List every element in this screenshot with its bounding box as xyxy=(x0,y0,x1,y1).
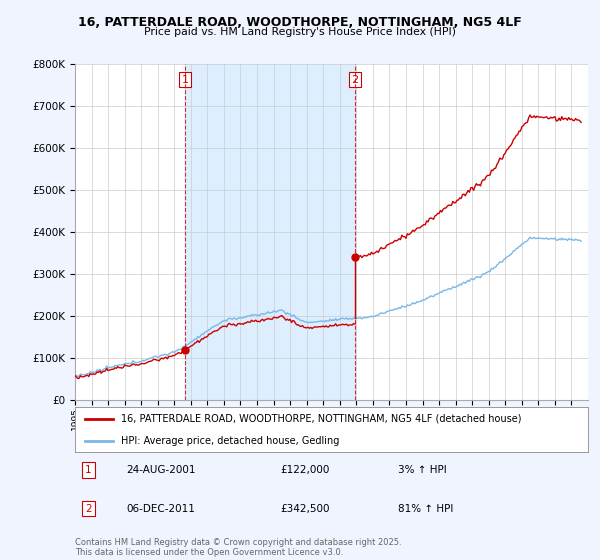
Text: £122,000: £122,000 xyxy=(280,465,329,475)
Text: 16, PATTERDALE ROAD, WOODTHORPE, NOTTINGHAM, NG5 4LF: 16, PATTERDALE ROAD, WOODTHORPE, NOTTING… xyxy=(78,16,522,29)
Text: HPI: Average price, detached house, Gedling: HPI: Average price, detached house, Gedl… xyxy=(121,436,340,446)
Text: Contains HM Land Registry data © Crown copyright and database right 2025.
This d: Contains HM Land Registry data © Crown c… xyxy=(75,538,401,557)
Text: 2: 2 xyxy=(85,503,92,514)
Text: 24-AUG-2001: 24-AUG-2001 xyxy=(127,465,196,475)
Bar xyxy=(185,64,355,400)
Text: £342,500: £342,500 xyxy=(280,503,330,514)
Text: 1: 1 xyxy=(182,74,188,85)
Text: 16, PATTERDALE ROAD, WOODTHORPE, NOTTINGHAM, NG5 4LF (detached house): 16, PATTERDALE ROAD, WOODTHORPE, NOTTING… xyxy=(121,414,521,424)
Text: 81% ↑ HPI: 81% ↑ HPI xyxy=(398,503,454,514)
Text: 3% ↑ HPI: 3% ↑ HPI xyxy=(398,465,447,475)
Text: 2: 2 xyxy=(352,74,359,85)
Text: 06-DEC-2011: 06-DEC-2011 xyxy=(127,503,195,514)
Text: 1: 1 xyxy=(85,465,92,475)
Text: Price paid vs. HM Land Registry's House Price Index (HPI): Price paid vs. HM Land Registry's House … xyxy=(144,27,456,37)
